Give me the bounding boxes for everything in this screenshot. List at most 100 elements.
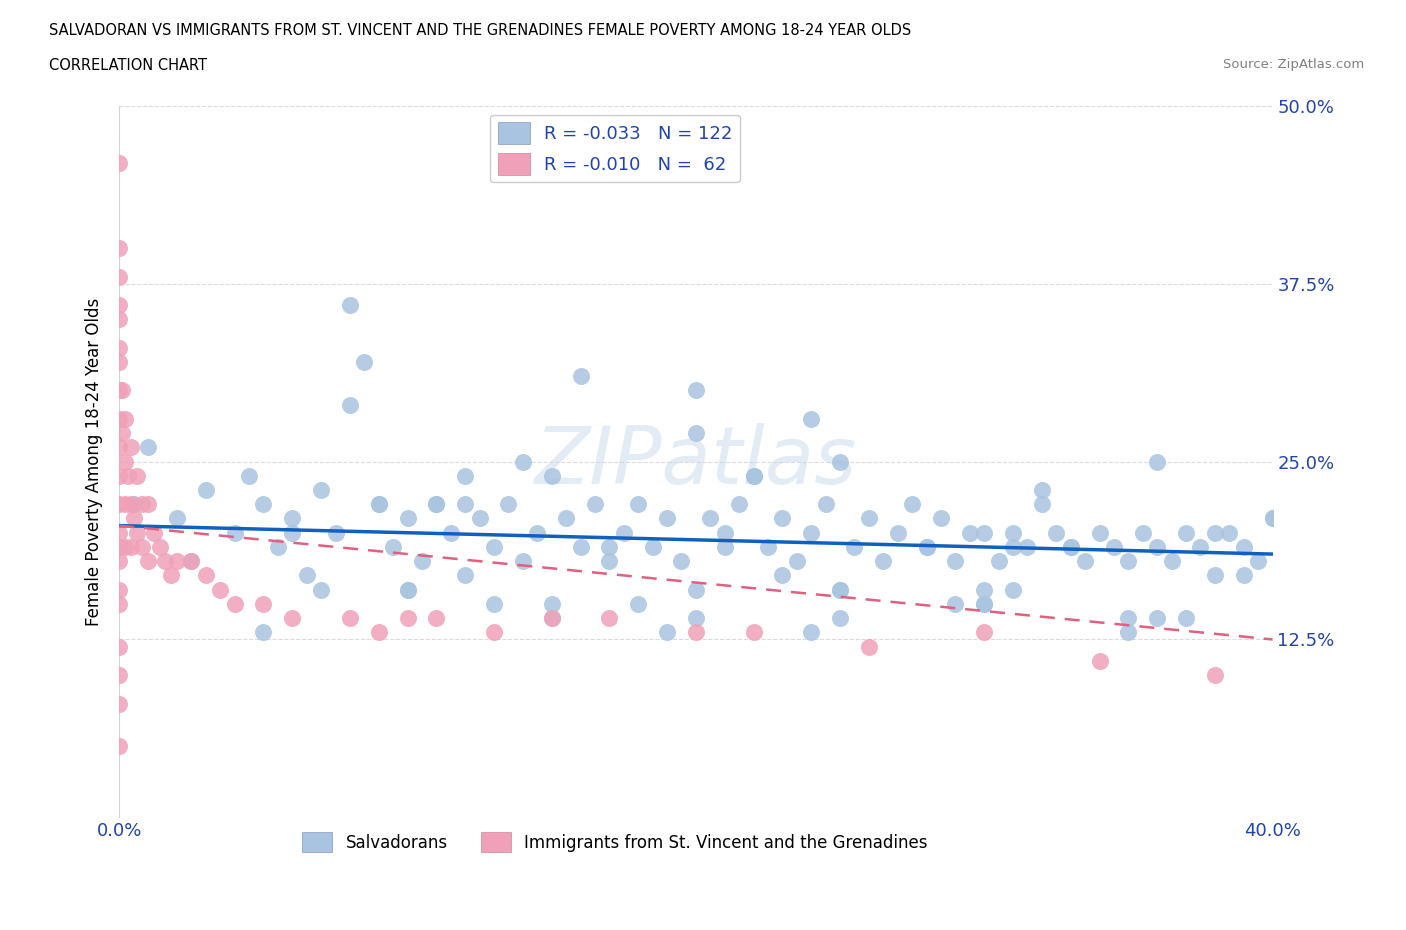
Point (108, 738, 131, 753)
Point (252, 625, 274, 640)
Point (180, 553, 202, 568)
Point (1233, 568, 1256, 583)
Point (1060, 539, 1083, 554)
Point (828, 582, 851, 597)
Point (108, 582, 131, 597)
Point (1031, 483, 1053, 498)
Point (425, 611, 447, 626)
Point (252, 596, 274, 611)
Point (108, 155, 131, 170)
Point (114, 497, 136, 512)
Point (440, 525, 463, 540)
Point (136, 440, 159, 455)
Point (973, 596, 995, 611)
Point (108, 241, 131, 256)
Point (872, 553, 894, 568)
Point (155, 553, 177, 568)
Point (482, 539, 505, 554)
Point (540, 611, 562, 626)
Point (108, 383, 131, 398)
Point (382, 539, 405, 554)
Point (108, 269, 131, 284)
Point (1045, 525, 1067, 540)
Point (120, 539, 142, 554)
Point (800, 411, 823, 426)
Point (425, 497, 447, 512)
Point (540, 596, 562, 611)
Point (1074, 553, 1097, 568)
Point (108, 298, 131, 312)
Point (1031, 497, 1053, 512)
Point (685, 582, 707, 597)
Point (1189, 539, 1212, 554)
Point (295, 568, 318, 583)
Point (685, 426, 707, 441)
Point (655, 625, 678, 640)
Point (915, 539, 938, 554)
Point (1160, 553, 1182, 568)
Point (396, 611, 419, 626)
Point (160, 568, 183, 583)
Point (238, 469, 260, 484)
Legend: Salvadorans, Immigrants from St. Vincent and the Grenadines: Salvadorans, Immigrants from St. Vincent… (295, 825, 935, 859)
Point (1175, 525, 1198, 540)
Text: ZIPatlas: ZIPatlas (534, 422, 858, 500)
Point (800, 525, 823, 540)
Point (598, 611, 620, 626)
Point (114, 454, 136, 469)
Point (339, 397, 361, 412)
Point (125, 469, 148, 484)
Point (814, 497, 837, 512)
Point (828, 611, 851, 626)
Point (108, 411, 131, 426)
Point (1233, 539, 1256, 554)
Point (281, 512, 304, 526)
Point (353, 354, 375, 369)
Point (945, 596, 967, 611)
Point (166, 553, 188, 568)
Point (685, 383, 707, 398)
Point (224, 525, 246, 540)
Point (114, 411, 136, 426)
Point (742, 469, 765, 484)
Point (108, 596, 131, 611)
Point (512, 553, 534, 568)
Point (252, 497, 274, 512)
Point (454, 568, 477, 583)
Point (1088, 654, 1111, 669)
Point (1146, 611, 1168, 626)
Point (886, 525, 908, 540)
Point (685, 611, 707, 626)
Point (194, 568, 217, 583)
Point (973, 525, 995, 540)
Y-axis label: Female Poverty Among 18-24 Year Olds: Female Poverty Among 18-24 Year Olds (86, 298, 103, 626)
Point (987, 553, 1010, 568)
Point (800, 625, 823, 640)
Point (973, 625, 995, 640)
Point (1175, 611, 1198, 626)
Point (367, 497, 389, 512)
Point (959, 525, 981, 540)
Point (339, 298, 361, 312)
Point (945, 553, 967, 568)
Point (929, 512, 952, 526)
Point (540, 611, 562, 626)
Point (1002, 582, 1025, 597)
Point (742, 469, 765, 484)
Point (1204, 525, 1226, 540)
Point (108, 312, 131, 326)
Point (540, 469, 562, 484)
Point (309, 483, 332, 498)
Text: CORRELATION CHART: CORRELATION CHART (49, 58, 207, 73)
Point (569, 539, 592, 554)
Point (583, 497, 606, 512)
Point (1002, 539, 1025, 554)
Point (131, 539, 153, 554)
Point (111, 383, 134, 398)
Point (1218, 525, 1240, 540)
Point (728, 497, 751, 512)
Point (108, 639, 131, 654)
Point (131, 497, 153, 512)
Point (828, 454, 851, 469)
Point (770, 512, 793, 526)
